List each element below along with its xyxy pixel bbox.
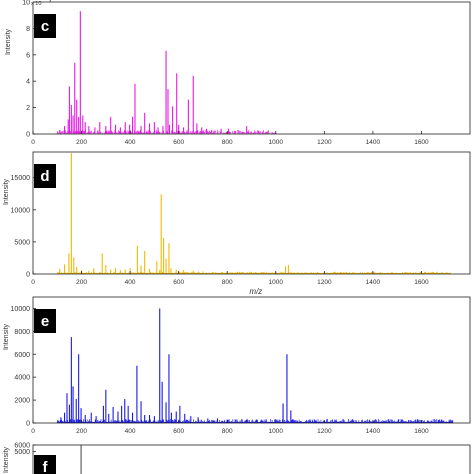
x-tick-label: 200 — [76, 279, 87, 286]
x-tick-label: 1600 — [414, 428, 429, 435]
panel-letter: c — [41, 18, 49, 35]
x-tick-label: 800 — [222, 279, 233, 286]
x-tick-label: 1600 — [414, 279, 429, 286]
x-tick-label: 0 — [31, 139, 35, 146]
y-tick-label: 2 — [26, 105, 30, 112]
y-axis-label: Intensity — [5, 28, 12, 55]
x-tick-label: 400 — [125, 428, 136, 435]
y-tick-label: 6000 — [14, 443, 30, 450]
y-tick-label: 2000 — [14, 398, 30, 405]
x-tick-label: 400 — [125, 279, 136, 286]
plot-area — [56, 308, 454, 423]
x-tick-label: 200 — [76, 139, 87, 146]
y-tick-label: 6 — [26, 52, 30, 59]
axes-frame — [32, 296, 471, 424]
x-tick-label: 600 — [173, 279, 184, 286]
y-tick-label: 10000 — [11, 207, 31, 214]
x-tick-label: 800 — [222, 428, 233, 435]
x-tick-label: 1400 — [366, 139, 381, 146]
x-tick-label: 1400 — [366, 279, 381, 286]
y-tick-label: 8 — [26, 26, 30, 33]
y-tick-label: 4000 — [14, 375, 30, 382]
panel-letter: e — [41, 313, 49, 330]
panel-letter-badge — [34, 455, 56, 474]
x-tick-label: 1400 — [366, 428, 381, 435]
y-tick-label: 0 — [26, 421, 30, 428]
x-tick-label: 1200 — [317, 279, 332, 286]
x-tick-label: 0 — [31, 428, 35, 435]
x-tick-label: 1200 — [317, 428, 332, 435]
x-tick-label: 1000 — [269, 139, 284, 146]
y-tick-label: 0 — [26, 132, 30, 139]
x-tick-label: 1000 — [269, 428, 284, 435]
panel-e: 0 2000 4000 6000 8000 10000 0 200 400 600 800 1000 1… — [3, 296, 471, 435]
y-tick-label: 4 — [26, 79, 30, 86]
x-tick-label: 800 — [222, 139, 233, 146]
axes-frame — [32, 151, 471, 275]
axes-frame — [32, 1, 471, 135]
y-tick-label: 6000 — [14, 352, 30, 359]
panel-c: 0 2 4 6 8 10 0 200 400 600 800 1000 1200 1400 1600 x 10… — [5, 0, 471, 146]
x-tick-label: 200 — [76, 428, 87, 435]
y-tick-label: 5000 — [14, 449, 30, 456]
y-tick-label: 8000 — [14, 329, 30, 336]
y-tick-label: 5000 — [14, 239, 30, 246]
axes-frame — [32, 444, 471, 474]
panel-letter-badge — [34, 14, 56, 38]
y-tick-label: 15000 — [11, 175, 31, 182]
x-tick-label: 0 — [31, 279, 35, 286]
x-tick-label: 600 — [173, 428, 184, 435]
x-tick-label: 1000 — [269, 279, 284, 286]
y-exponent-power: 4 — [49, 0, 52, 4]
x-tick-label: 1200 — [317, 139, 332, 146]
panel-d: 0 5000 10000 15000 0 200 400 600 800 1000 1200 1400… — [3, 151, 471, 296]
panel-letter: f — [43, 459, 49, 474]
y-axis-label: Intensity — [3, 323, 10, 350]
y-axis-label: Intensity — [3, 178, 10, 205]
x-axis-label: m/z — [249, 287, 262, 296]
y-tick-label: 10 — [22, 0, 30, 7]
x-tick-label: 600 — [173, 139, 184, 146]
y-axis-label: Intensity — [3, 446, 10, 473]
panel-letter-badge — [34, 309, 56, 333]
panel-letter: d — [40, 168, 49, 185]
panel-letter-badge — [34, 164, 56, 188]
y-tick-label: 10000 — [11, 306, 31, 313]
y-tick-label: 0 — [26, 272, 30, 279]
plot-area — [56, 153, 451, 274]
y-exponent: x 10 — [31, 1, 41, 7]
x-tick-label: 400 — [125, 139, 136, 146]
x-tick-label: 1600 — [414, 139, 429, 146]
plot-area — [56, 11, 277, 134]
